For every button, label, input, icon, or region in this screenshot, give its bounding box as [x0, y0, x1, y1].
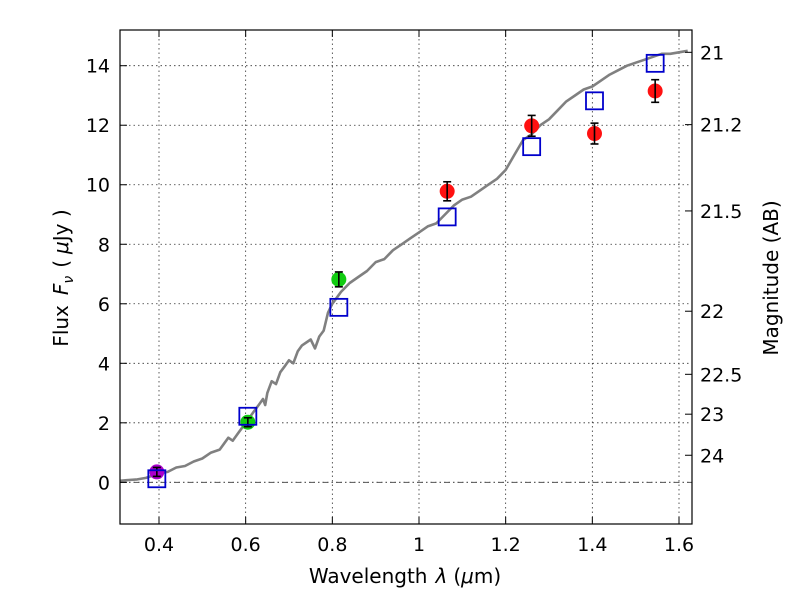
axis-ticks: 0.4 0.6 0.8 1 1.2 1.4 1.6024681012142121.221.5… [86, 30, 742, 556]
y-tick-label: 4 [98, 353, 110, 375]
y-tick-label: 0 [98, 472, 110, 494]
model-photometry-square [585, 91, 604, 111]
x-tick-label: 0.8 [317, 534, 347, 556]
mag-tick-label: 24 [700, 445, 724, 467]
y-axis-label: FluxFν(μJy ) [49, 209, 77, 346]
y-tick-label: 14 [86, 56, 110, 78]
x-tick-label: 1 [413, 534, 425, 556]
plot-area [119, 49, 688, 489]
plot-frame [119, 29, 693, 525]
y-tick-label: 10 [86, 175, 110, 197]
mag-tick-label: 21.2 [700, 115, 742, 137]
grid-lines [120, 30, 692, 524]
y-tick-label: 8 [98, 234, 110, 256]
model-photometry-square [329, 297, 349, 317]
model-photometry-square [238, 406, 258, 426]
x-tick-label: 0.4 [144, 534, 174, 556]
y-tick-label: 2 [98, 413, 110, 435]
y-axis-right-label: Magnitude (AB) [759, 200, 783, 355]
model-photometry-square [522, 137, 542, 157]
y-tick-label: 6 [98, 294, 110, 316]
mag-tick-label: 22.5 [700, 364, 742, 386]
x-axis-label: Wavelength λ (μm) [309, 564, 501, 588]
mag-tick-label: 22 [700, 301, 724, 323]
mag-tick-label: 21.5 [700, 201, 742, 223]
model-photometry-square [147, 469, 167, 489]
mag-tick-label: 21 [700, 42, 724, 64]
model-photometry-square [437, 207, 457, 227]
x-tick-label: 1.6 [664, 534, 694, 556]
model-spectrum-line [119, 49, 688, 483]
y-tick-label: 12 [86, 115, 110, 137]
x-tick-label: 0.6 [231, 534, 261, 556]
model-photometry-square [645, 53, 665, 73]
x-tick-label: 1.4 [577, 534, 607, 556]
mag-tick-label: 23 [700, 404, 724, 426]
x-tick-label: 1.2 [491, 534, 521, 556]
